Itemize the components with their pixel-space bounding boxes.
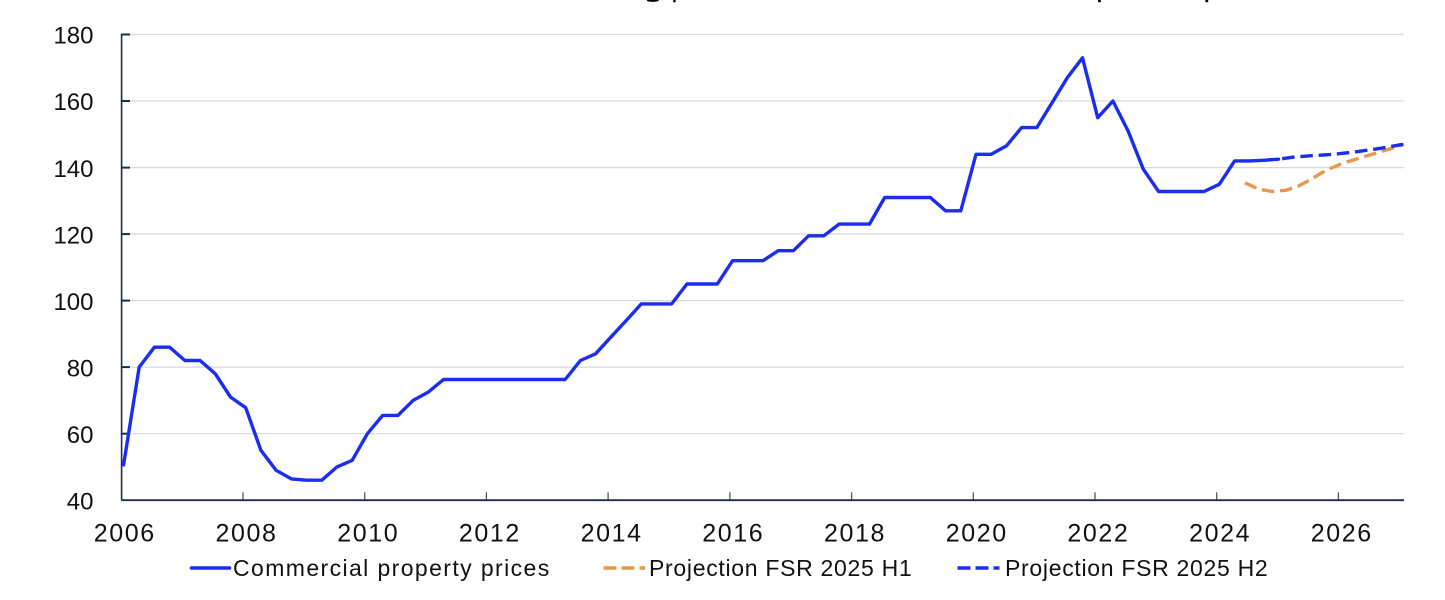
svg-text:2018: 2018 [824, 520, 886, 548]
svg-text:2008: 2008 [215, 520, 277, 548]
svg-text:2014: 2014 [581, 520, 643, 548]
svg-text:2012: 2012 [459, 520, 521, 548]
svg-text:2010: 2010 [337, 520, 399, 548]
svg-text:2020: 2020 [946, 520, 1008, 548]
svg-text:160: 160 [53, 89, 93, 116]
svg-text:Projection FSR 2025 H1: Projection FSR 2025 H1 [649, 555, 912, 581]
svg-text:80: 80 [67, 355, 94, 382]
svg-text:Commercial property prices: Commercial property prices [233, 555, 551, 581]
svg-text:140: 140 [53, 156, 93, 183]
svg-text:2006: 2006 [94, 520, 156, 548]
svg-text:2022: 2022 [1067, 520, 1129, 548]
svg-text:60: 60 [67, 422, 94, 449]
svg-text:120: 120 [53, 222, 93, 249]
svg-text:100: 100 [53, 289, 93, 316]
svg-text:2026: 2026 [1311, 520, 1373, 548]
svg-text:2024: 2024 [1189, 520, 1251, 548]
svg-text:2016: 2016 [702, 520, 764, 548]
svg-text:Projection FSR 2025 H2: Projection FSR 2025 H2 [1005, 555, 1268, 581]
svg-text:40: 40 [67, 488, 94, 515]
svg-text:180: 180 [53, 23, 93, 50]
